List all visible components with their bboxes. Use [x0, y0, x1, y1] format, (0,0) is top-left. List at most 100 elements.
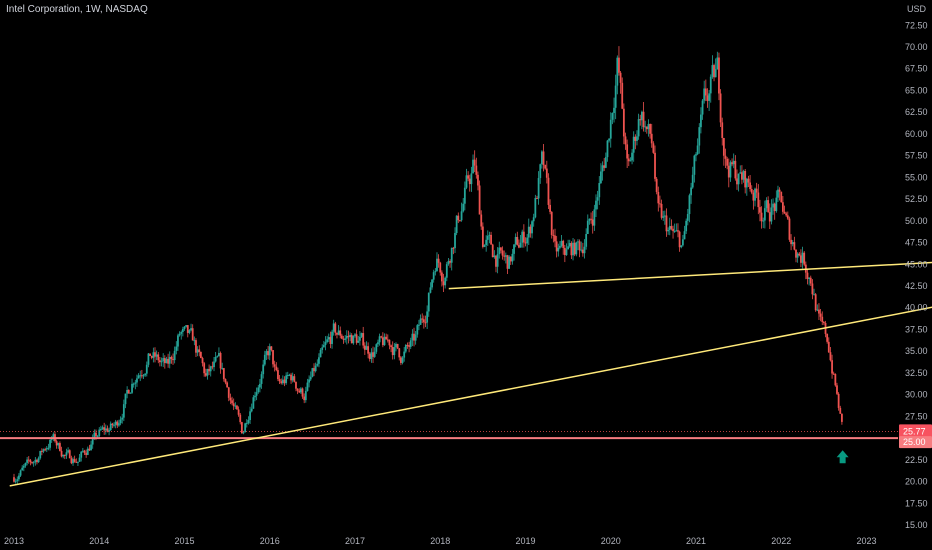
candle — [527, 218, 530, 246]
candle — [598, 176, 601, 205]
candle-body — [413, 333, 415, 341]
candle-body — [383, 336, 386, 346]
candle-body — [445, 264, 448, 278]
candle-body — [537, 178, 540, 199]
candle-body — [752, 192, 755, 201]
candle-body — [214, 356, 217, 362]
candle — [627, 154, 630, 167]
candle-body — [163, 358, 166, 364]
candle-body — [293, 376, 296, 382]
candle — [173, 346, 176, 364]
candle-body — [780, 191, 783, 203]
candle-body — [44, 449, 47, 451]
candle-body — [126, 389, 129, 394]
candle-body — [772, 203, 774, 208]
candle — [691, 166, 694, 189]
candle-body — [463, 187, 466, 204]
candle-body — [147, 353, 150, 365]
candle — [552, 229, 555, 243]
candle-body — [642, 111, 645, 128]
candle-body — [659, 203, 661, 205]
candle — [275, 362, 278, 372]
candle-body — [237, 409, 240, 415]
candle-body — [418, 324, 420, 326]
candle — [213, 356, 215, 372]
candle — [500, 247, 502, 254]
candle-body — [259, 383, 261, 388]
candle — [827, 337, 830, 354]
candle-body — [29, 460, 32, 463]
candle — [301, 387, 304, 399]
candle-body — [514, 236, 517, 245]
candle — [67, 447, 70, 454]
candle-body — [367, 346, 370, 354]
candle — [32, 461, 35, 467]
candle — [604, 152, 607, 169]
candle-body — [168, 356, 171, 364]
price-axis[interactable]: 15.00 17.50 20.00 22.50 25.00 27.50 30.00 32.50… — [905, 4, 928, 530]
candle-body — [136, 378, 138, 383]
candle — [652, 141, 655, 154]
y-tick-label: 40.00 — [905, 303, 928, 313]
candle — [550, 211, 553, 239]
candle — [208, 364, 210, 375]
candle — [750, 185, 753, 195]
candle — [578, 239, 581, 258]
candle-body — [660, 203, 663, 218]
candle — [760, 206, 763, 229]
candle — [277, 367, 279, 382]
candle-body — [698, 127, 701, 146]
candle — [462, 198, 465, 213]
candle-body — [506, 255, 509, 269]
candle — [55, 439, 58, 449]
candle — [496, 247, 499, 274]
candle — [255, 387, 258, 401]
candle-body — [483, 245, 486, 247]
candle — [608, 138, 611, 143]
candle — [111, 422, 114, 429]
candle-body — [718, 57, 720, 94]
y-tick-label: 45.00 — [905, 259, 928, 269]
candle-body — [732, 160, 735, 165]
candle-body — [562, 240, 565, 248]
candle — [22, 464, 25, 472]
candle-body — [255, 392, 258, 396]
candle — [168, 351, 171, 369]
time-axis[interactable]: 2013 2014 2015 2016 2017 2018 2019 2020 2021 2022… — [4, 536, 877, 546]
candle — [518, 239, 520, 249]
candle — [214, 351, 217, 363]
candle-body — [809, 277, 812, 284]
candle — [649, 123, 651, 139]
candle — [314, 362, 317, 373]
candle-body — [34, 459, 37, 463]
y-tick-label: 47.50 — [905, 238, 928, 248]
candle — [793, 236, 796, 251]
candle — [226, 381, 229, 388]
candle-body — [421, 318, 424, 320]
candle-body — [573, 242, 576, 255]
candle-body — [180, 331, 183, 334]
candle-body — [765, 200, 768, 209]
candle-body — [719, 93, 722, 123]
candle — [60, 446, 63, 458]
candle — [383, 333, 386, 346]
candle — [431, 279, 433, 290]
y-tick-label: 17.50 — [905, 498, 928, 508]
candle — [183, 325, 186, 331]
candle — [436, 252, 438, 272]
candle-body — [303, 396, 306, 401]
candle-body — [472, 159, 474, 174]
candle — [741, 165, 743, 185]
candle — [219, 351, 222, 374]
candle-body — [398, 348, 401, 358]
candle-body — [57, 443, 60, 446]
candle-body — [575, 242, 578, 255]
candle — [754, 187, 756, 207]
y-tick-label: 22.50 — [905, 455, 928, 465]
candle-body — [791, 242, 794, 245]
candle-body — [129, 392, 132, 394]
candle-body — [360, 333, 363, 337]
candle-body — [545, 168, 548, 178]
candle — [177, 333, 179, 351]
